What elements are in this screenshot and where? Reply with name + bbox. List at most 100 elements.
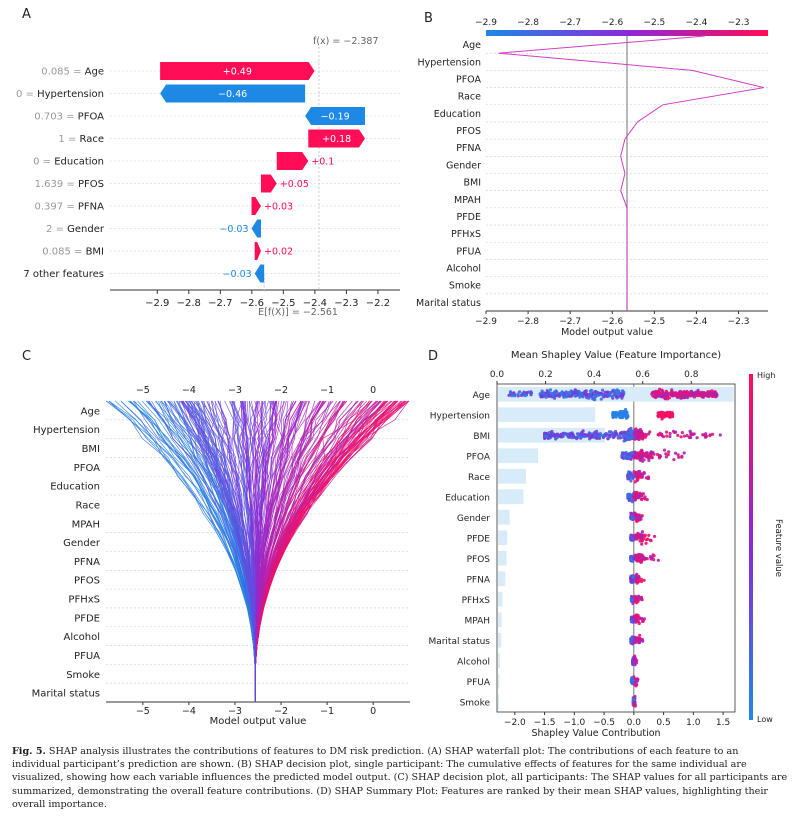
decision-all-top-tick-label: −1 — [320, 385, 334, 396]
summary-point — [644, 451, 648, 455]
summary-point — [593, 430, 597, 434]
summary-point — [615, 388, 619, 392]
decision-all-line — [254, 400, 359, 702]
summary-point — [718, 433, 722, 437]
decision-all-feature-label: PFDE — [74, 613, 100, 624]
summary-feature-label: Race — [468, 473, 491, 483]
summary-point — [623, 410, 627, 414]
decision-feature-label: PFOS — [456, 126, 481, 137]
summary-mean-bar — [498, 673, 500, 689]
summary-point — [633, 450, 637, 454]
summary-point — [632, 454, 636, 458]
decision-all-bottom-tick-label: −4 — [182, 706, 196, 717]
summary-point — [695, 436, 699, 440]
summary-x-tick-label: −2.0 — [504, 718, 526, 728]
summary-point — [566, 432, 570, 436]
decision-bottom-tick-label: −2.3 — [728, 317, 750, 327]
summary-point — [641, 432, 645, 436]
feature-name: BMI — [86, 247, 104, 258]
summary-point — [629, 479, 633, 483]
summary-point — [631, 658, 635, 662]
summary-point — [581, 433, 586, 437]
summary-point — [632, 697, 636, 702]
summary-point — [552, 434, 556, 438]
waterfall-feature-label: 2 = Gender — [46, 224, 105, 235]
decision-top-tick-label: −2.9 — [475, 18, 497, 28]
feature-value: 2 = — [46, 224, 67, 235]
decision-all-feature-label: Marital status — [32, 689, 100, 700]
summary-point — [575, 437, 579, 441]
colorbar-top — [486, 30, 768, 36]
summary-point — [587, 393, 592, 397]
decision-all-feature-label: Hypertension — [33, 425, 100, 436]
decision-all-top-tick-label: 0 — [370, 385, 376, 396]
summary-point — [632, 656, 637, 660]
feature-name: PFNA — [78, 202, 104, 213]
summary-point — [650, 455, 654, 459]
summary-point — [632, 701, 636, 705]
summary-point — [690, 432, 694, 436]
summary-point — [629, 555, 633, 559]
summary-x-tick-label: 1.0 — [686, 718, 701, 728]
caption-text: SHAP analysis illustrates the contributi… — [12, 746, 788, 810]
summary-point — [630, 514, 634, 518]
summary-point — [670, 390, 674, 394]
panel-c-decision-all: C −5 −5 −4 −4 −3 −3 −2 −2 −1 −1 0 0 Age Hypertension BM… — [22, 349, 410, 727]
waterfall-value-label: −0.03 — [223, 269, 252, 280]
feature-name: Education — [54, 157, 104, 168]
summary-feature-label: PFUA — [467, 678, 491, 688]
summary-point — [674, 392, 678, 397]
summary-point — [682, 390, 686, 394]
summary-point — [616, 435, 621, 439]
colorbar-low-label: Low — [757, 715, 773, 724]
summary-title: Mean Shapley Value (Feature Importance) — [511, 350, 721, 361]
waterfall-bar-pfoa — [305, 107, 366, 125]
summary-point — [656, 390, 661, 394]
waterfall-feature-label: 0.085 = BMI — [42, 247, 104, 258]
summary-point — [525, 391, 529, 395]
summary-point — [641, 639, 645, 643]
summary-point — [658, 411, 663, 415]
summary-point — [634, 617, 638, 621]
summary-point — [634, 555, 638, 559]
summary-point — [628, 492, 632, 496]
summary-point — [576, 389, 580, 393]
decision-all-lines — [105, 400, 410, 702]
summary-point — [568, 391, 572, 395]
summary-point — [640, 474, 645, 478]
summary-point — [634, 574, 638, 578]
summary-point — [638, 539, 642, 543]
panel-d-summary: D Mean Shapley Value (Feature Importance)… — [428, 349, 783, 739]
waterfall-value-label: +0.05 — [280, 179, 309, 190]
summary-mean-bar — [498, 550, 507, 566]
waterfall-feature-label: 0 = Hypertension — [16, 89, 104, 100]
summary-top-tick-label: 0.2 — [538, 370, 552, 380]
summary-point — [688, 429, 692, 433]
waterfall-x-tick-label: −2.6 — [240, 298, 264, 309]
summary-point — [584, 392, 589, 396]
summary-point — [615, 391, 619, 395]
decision-feature-label: Hypertension — [417, 57, 481, 68]
waterfall-bar-education — [276, 152, 309, 170]
summary-point — [714, 392, 718, 397]
summary-point — [665, 434, 669, 438]
summary-point — [661, 413, 665, 417]
summary-point — [548, 388, 553, 392]
decision-all-line — [132, 400, 256, 702]
panel-letter-b: B — [424, 11, 433, 26]
summary-feature-label: Smoke — [460, 698, 491, 708]
summary-point — [630, 676, 635, 680]
summary-top-tick-label: 0.6 — [636, 370, 651, 380]
decision-feature-label: Smoke — [449, 281, 481, 292]
decision-top-tick-label: −2.4 — [686, 18, 708, 28]
summary-point — [633, 431, 637, 435]
summary-point — [507, 393, 511, 397]
summary-x-tick-label: 0.5 — [656, 718, 670, 728]
feature-name: PFOS — [78, 179, 104, 190]
summary-point — [676, 433, 680, 437]
summary-point — [704, 434, 709, 438]
summary-point — [614, 395, 619, 399]
waterfall-x-tick-label: −2.4 — [303, 298, 327, 309]
summary-point — [680, 431, 685, 435]
decision-all-line — [254, 400, 399, 702]
